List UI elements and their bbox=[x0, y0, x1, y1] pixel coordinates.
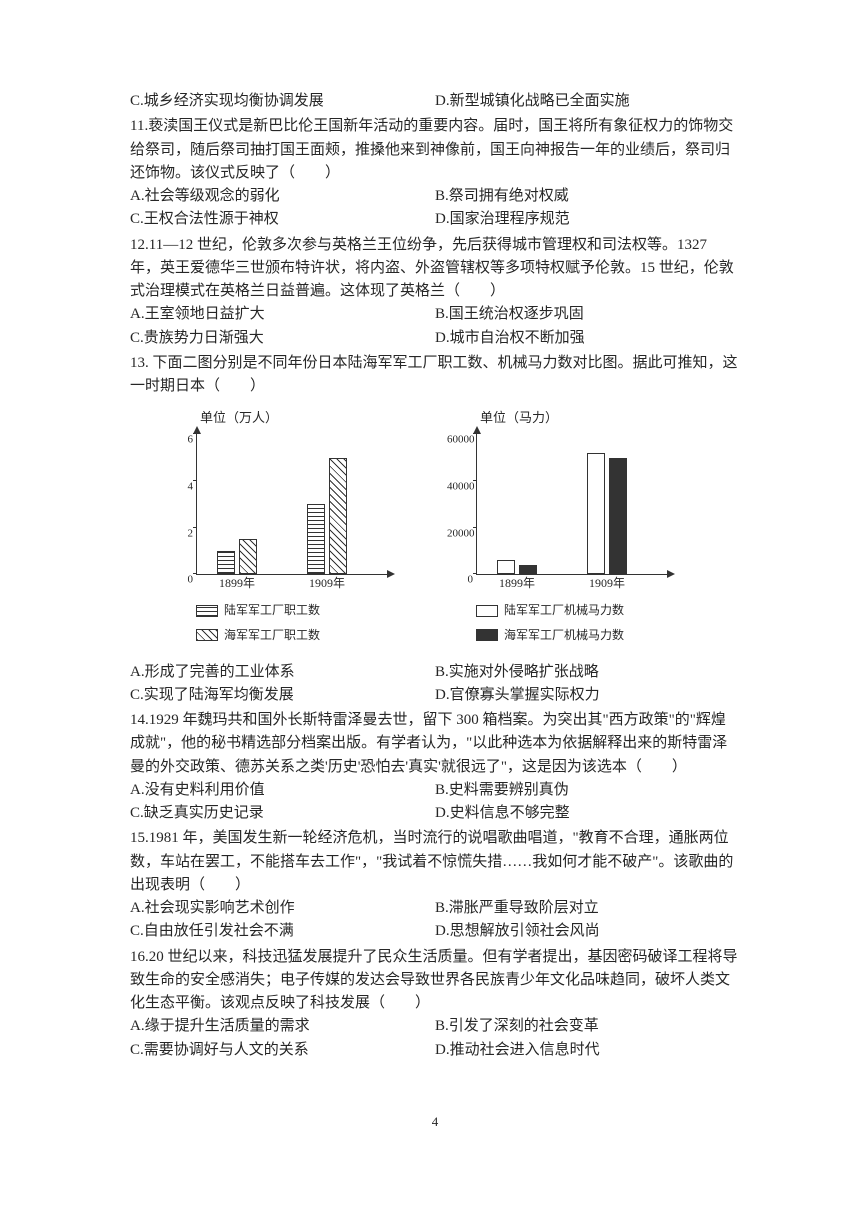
q13-c: C.实现了陆海军均衡发展 bbox=[130, 684, 435, 707]
bar bbox=[497, 560, 515, 574]
legend-label: 海军军工厂机械马力数 bbox=[504, 626, 624, 645]
q14-a: A.没有史料利用价值 bbox=[130, 779, 435, 802]
q12-b: B.国王统治权逐步巩固 bbox=[435, 303, 740, 326]
bar bbox=[609, 458, 627, 575]
chart1: 单位（万人） 02461899年1909年 陆军军工厂职工数海军军工厂职工数 bbox=[160, 408, 400, 650]
ytick-label: 6 bbox=[167, 432, 193, 449]
legend-label: 海军军工厂职工数 bbox=[224, 626, 320, 645]
legend-label: 陆军军工厂机械马力数 bbox=[504, 601, 624, 620]
legend-swatch bbox=[476, 629, 498, 641]
q12-a: A.王室领地日益扩大 bbox=[130, 303, 435, 326]
bar bbox=[217, 551, 235, 574]
page-number: 4 bbox=[130, 1112, 740, 1132]
q12-c: C.贵族势力日渐强大 bbox=[130, 327, 435, 350]
q16-b: B.引发了深刻的社会变革 bbox=[435, 1015, 740, 1038]
x-arrow-icon bbox=[387, 570, 395, 578]
q13-a: A.形成了完善的工业体系 bbox=[130, 661, 435, 684]
legend-item: 海军军工厂职工数 bbox=[196, 626, 400, 645]
legend-label: 陆军军工厂职工数 bbox=[224, 601, 320, 620]
option-d: D.新型城镇化战略已全面实施 bbox=[435, 90, 740, 113]
legend-swatch bbox=[196, 629, 218, 641]
q10-options-cd: C.城乡经济实现均衡协调发展 D.新型城镇化战略已全面实施 bbox=[130, 90, 740, 113]
ytick-label: 0 bbox=[447, 572, 473, 589]
chart2-area: 02000040000600001899年1909年 bbox=[476, 434, 667, 575]
q12-options-cd: C.贵族势力日渐强大 D.城市自治权不断加强 bbox=[130, 327, 740, 350]
q12-text: 12.11—12 世纪，伦敦多次参与英格兰王位纷争，先后获得城市管理权和司法权等… bbox=[130, 234, 740, 304]
q12-d: D.城市自治权不断加强 bbox=[435, 327, 740, 350]
ytick-label: 60000 bbox=[447, 432, 473, 449]
q11-a: A.社会等级观念的弱化 bbox=[130, 185, 435, 208]
q12-options-ab: A.王室领地日益扩大 B.国王统治权逐步巩固 bbox=[130, 303, 740, 326]
q14-options-ab: A.没有史料利用价值 B.史料需要辨别真伪 bbox=[130, 779, 740, 802]
chart1-unit: 单位（万人） bbox=[200, 408, 400, 428]
bar bbox=[587, 453, 605, 574]
q11-options-ab: A.社会等级观念的弱化 B.祭司拥有绝对权威 bbox=[130, 185, 740, 208]
q13-options-cd: C.实现了陆海军均衡发展 D.官僚寡头掌握实际权力 bbox=[130, 684, 740, 707]
q15-d: D.思想解放引领社会风尚 bbox=[435, 920, 740, 943]
q14-d: D.史料信息不够完整 bbox=[435, 802, 740, 825]
q13-b: B.实施对外侵略扩张战略 bbox=[435, 661, 740, 684]
chart2: 单位（马力） 02000040000600001899年1909年 陆军军工厂机… bbox=[440, 408, 680, 650]
legend-swatch bbox=[196, 605, 218, 617]
q13-text: 13. 下面二图分别是不同年份日本陆海军军工厂职工数、机械马力数对比图。据此可推… bbox=[130, 352, 740, 399]
q14-c: C.缺乏真实历史记录 bbox=[130, 802, 435, 825]
q11-d: D.国家治理程序规范 bbox=[435, 208, 740, 231]
q15-options-cd: C.自由放任引发社会不满 D.思想解放引领社会风尚 bbox=[130, 920, 740, 943]
q13-options-ab: A.形成了完善的工业体系 B.实施对外侵略扩张战略 bbox=[130, 661, 740, 684]
option-c: C.城乡经济实现均衡协调发展 bbox=[130, 90, 435, 113]
q11-options-cd: C.王权合法性源于神权 D.国家治理程序规范 bbox=[130, 208, 740, 231]
legend-item: 陆军军工厂职工数 bbox=[196, 601, 400, 620]
q16-d: D.推动社会进入信息时代 bbox=[435, 1039, 740, 1062]
x-arrow-icon bbox=[667, 570, 675, 578]
legend-swatch bbox=[476, 605, 498, 617]
chart2-unit: 单位（马力） bbox=[480, 408, 680, 428]
q11-c: C.王权合法性源于神权 bbox=[130, 208, 435, 231]
document-page: C.城乡经济实现均衡协调发展 D.新型城镇化战略已全面实施 11.亵渎国王仪式是… bbox=[0, 0, 860, 1192]
charts-container: 单位（万人） 02461899年1909年 陆军军工厂职工数海军军工厂职工数 单… bbox=[160, 408, 740, 650]
ytick-label: 4 bbox=[167, 479, 193, 496]
legend-item: 海军军工厂机械马力数 bbox=[476, 626, 680, 645]
ytick-label: 20000 bbox=[447, 525, 473, 542]
q16-options-cd: C.需要协调好与人文的关系 D.推动社会进入信息时代 bbox=[130, 1039, 740, 1062]
q14-b: B.史料需要辨别真伪 bbox=[435, 779, 740, 802]
ytick-label: 0 bbox=[167, 572, 193, 589]
bar bbox=[239, 539, 257, 574]
xlabel: 1899年 bbox=[219, 574, 255, 593]
q15-options-ab: A.社会现实影响艺术创作 B.滞胀严重导致阶层对立 bbox=[130, 897, 740, 920]
q15-text: 15.1981 年，美国发生新一轮经济危机，当时流行的说唱歌曲唱道，"教育不合理… bbox=[130, 827, 740, 897]
q14-options-cd: C.缺乏真实历史记录 D.史料信息不够完整 bbox=[130, 802, 740, 825]
q15-a: A.社会现实影响艺术创作 bbox=[130, 897, 435, 920]
xlabel: 1899年 bbox=[499, 574, 535, 593]
q11-b: B.祭司拥有绝对权威 bbox=[435, 185, 740, 208]
xlabel: 1909年 bbox=[309, 574, 345, 593]
q15-c: C.自由放任引发社会不满 bbox=[130, 920, 435, 943]
xlabel: 1909年 bbox=[589, 574, 625, 593]
q15-b: B.滞胀严重导致阶层对立 bbox=[435, 897, 740, 920]
ytick-label: 40000 bbox=[447, 479, 473, 496]
bar bbox=[307, 504, 325, 574]
q11-text: 11.亵渎国王仪式是新巴比伦王国新年活动的重要内容。届时，国王将所有象征权力的饰… bbox=[130, 115, 740, 185]
bar bbox=[329, 458, 347, 575]
q16-options-ab: A.缘于提升生活质量的需求 B.引发了深刻的社会变革 bbox=[130, 1015, 740, 1038]
q13-d: D.官僚寡头掌握实际权力 bbox=[435, 684, 740, 707]
ytick-label: 2 bbox=[167, 525, 193, 542]
q14-text: 14.1929 年魏玛共和国外长斯特雷泽曼去世，留下 300 箱档案。为突出其"… bbox=[130, 709, 740, 779]
chart1-area: 02461899年1909年 bbox=[196, 434, 387, 575]
q16-a: A.缘于提升生活质量的需求 bbox=[130, 1015, 435, 1038]
chart1-legend: 陆军军工厂职工数海军军工厂职工数 bbox=[196, 601, 400, 644]
legend-item: 陆军军工厂机械马力数 bbox=[476, 601, 680, 620]
q16-text: 16.20 世纪以来，科技迅猛发展提升了民众生活质量。但有学者提出，基因密码破译… bbox=[130, 946, 740, 1016]
chart2-legend: 陆军军工厂机械马力数海军军工厂机械马力数 bbox=[476, 601, 680, 644]
q16-c: C.需要协调好与人文的关系 bbox=[130, 1039, 435, 1062]
